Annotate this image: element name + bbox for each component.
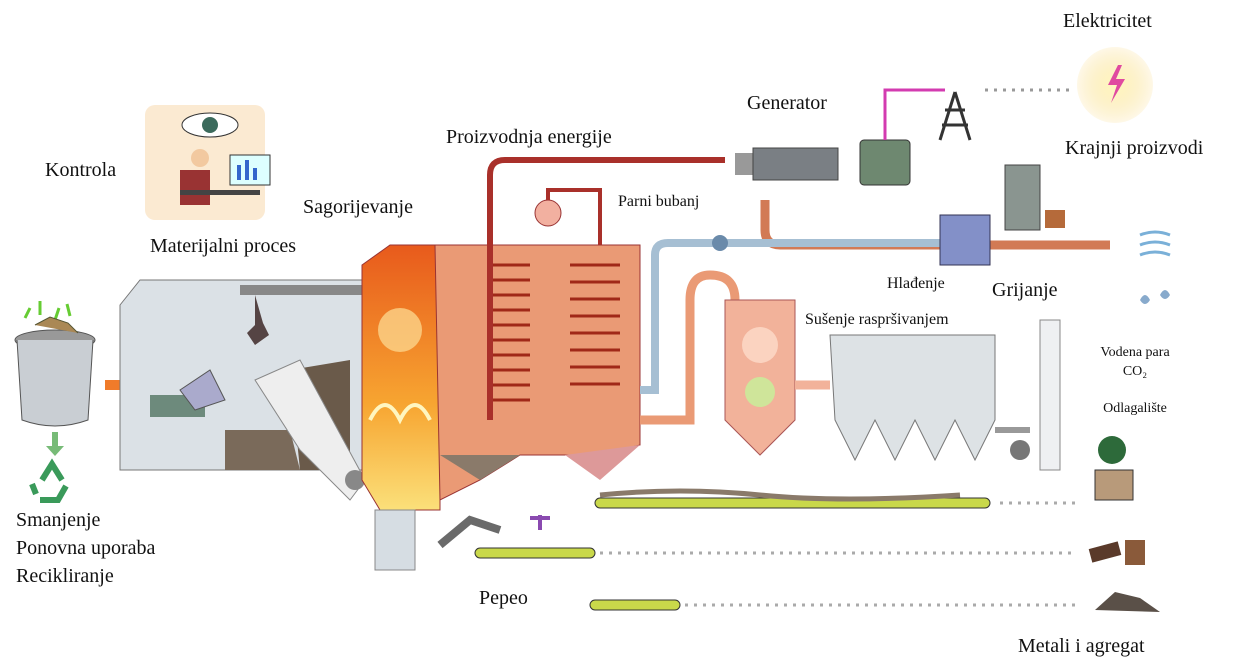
- label: Proizvodnja energije: [446, 126, 612, 149]
- building: [1005, 165, 1040, 230]
- magnet: [530, 515, 550, 530]
- transformer: [860, 140, 910, 185]
- flame: [378, 308, 422, 352]
- ash-conveyor: [440, 520, 500, 545]
- label: Materijalni proces: [150, 235, 296, 258]
- label: Sušenje raspršivanjem: [805, 311, 949, 329]
- label: Krajnji proizvodi: [1065, 137, 1203, 160]
- diagram: {"labels": { "electricity": "Elektricite…: [0, 0, 1245, 657]
- turbine: [735, 153, 753, 175]
- label: Odlagalište: [1090, 401, 1180, 417]
- steam-drum: [535, 200, 561, 226]
- label: Generator: [747, 92, 827, 115]
- label: Ponovna uporaba: [16, 537, 155, 560]
- water-icon: [1140, 232, 1170, 255]
- label: Hlađenje: [887, 275, 945, 293]
- ash-chute: [375, 510, 415, 570]
- label: Vodena para: [1090, 345, 1180, 361]
- house: [1045, 210, 1065, 228]
- pylon: [940, 92, 970, 140]
- page: Diagram html, body { margin: 0; padding:…: [0, 0, 1245, 657]
- label: CO₂: [1090, 364, 1180, 380]
- label: Grijanje: [992, 279, 1058, 302]
- bag-filter: [830, 335, 995, 460]
- label: Pepeo: [479, 587, 528, 610]
- label: Elektricitet: [1063, 10, 1152, 33]
- conveyors: [475, 498, 990, 610]
- pump: [712, 235, 728, 251]
- generator-body: [753, 148, 838, 180]
- label: Sagorijevanje: [303, 196, 413, 219]
- product-icons: [1089, 436, 1160, 612]
- chimney: [1040, 320, 1060, 470]
- dotted-arrows: [600, 503, 1075, 605]
- control-icon: [145, 105, 270, 220]
- furnace: [362, 245, 440, 510]
- power-line: [885, 90, 945, 140]
- label: Parni bubanj: [618, 193, 699, 211]
- waste-pile: [225, 430, 300, 470]
- vapour-icon: [1140, 290, 1170, 304]
- fan: [1010, 440, 1030, 460]
- label: Kontrola: [45, 159, 116, 182]
- spray: [745, 377, 775, 407]
- spray: [742, 327, 778, 363]
- crane-rail: [240, 285, 365, 295]
- heat-exchanger: [940, 215, 990, 265]
- label: Metali i agregat: [1018, 635, 1145, 658]
- recycle-icon: [32, 464, 66, 500]
- waste-bin: [15, 301, 95, 456]
- label: Smanjenje: [16, 509, 100, 532]
- label: Recikliranje: [16, 565, 114, 588]
- plant-illustration: [0, 0, 1245, 657]
